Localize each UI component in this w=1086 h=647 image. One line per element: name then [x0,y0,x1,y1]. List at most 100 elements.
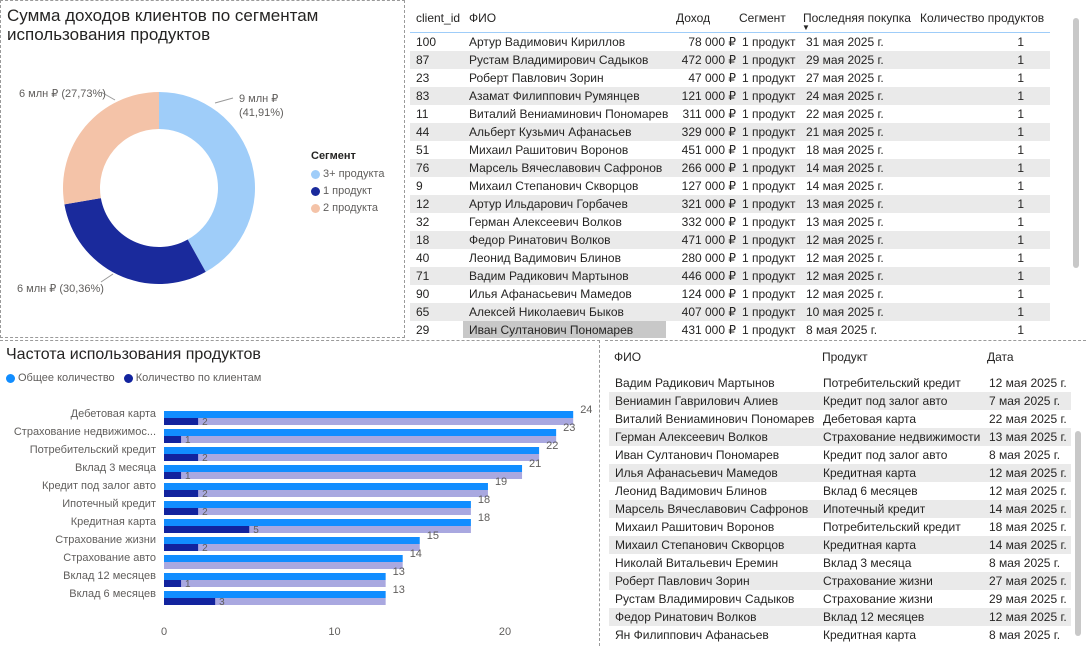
table-row[interactable]: 23 Роберт Павлович Зорин 47 000 ₽ 1 продукт… [410,69,1050,87]
bar-client[interactable] [164,454,199,461]
table-cell: 14 мая 2025 г. [806,179,884,193]
table-row[interactable]: 40 Леонид Вадимович Блинов 280 000 ₽ 1 прод… [410,249,1050,267]
table-row[interactable]: Николай Витальевич Еремин Вклад 3 месяца 8… [609,554,1071,572]
table-row[interactable]: 51 Михаил Рашитович Воронов 451 000 ₽ 1 про… [410,141,1050,159]
purchases-scrollbar[interactable] [1075,431,1081,636]
table-row[interactable]: 12 Артур Ильдарович Горбачев 321 000 ₽1 пр… [410,195,1050,213]
bar-client[interactable] [164,418,199,425]
donut-chart[interactable] [1,46,301,336]
bar-total[interactable] [164,537,420,544]
col-header-product-count[interactable]: Количество продуктов [920,11,1045,25]
table-row[interactable]: Герман Алексеевич Волков Страхование недв… [609,428,1071,446]
table-cell: 22 мая 2025 г. [806,107,884,121]
legend-item-total[interactable]: Общее количество [6,372,115,384]
table-cell: Альберт Кузьмич Афанасьев [463,123,666,141]
bar-total[interactable] [164,591,386,598]
table-cell: Федор Ринатович Волков [609,608,817,626]
table-row[interactable]: 9 Михаил Степанович Скворцов 127 000 ₽ 1 пр… [410,177,1050,195]
legend-item-1prod[interactable]: 1 продукт [311,185,384,197]
donut-slice-1prod[interactable] [64,198,206,284]
bar-total-label: 13 [393,584,405,596]
bar-client[interactable] [164,436,182,443]
table-row[interactable]: 90 Илья Афанасьевич Мамедов 124 000 ₽ 1 про… [410,285,1050,303]
bar-client[interactable] [164,598,216,605]
table-cell: 8 мая 2025 г. [989,448,1061,462]
clients-scrollbar[interactable] [1073,18,1079,268]
table-cell: 29 мая 2025 г. [989,592,1067,606]
table-cell: 1 продукт [742,35,796,49]
table-row[interactable]: Роберт Павлович Зорин Страхование жизни 27… [609,572,1071,590]
legend-item-3plus[interactable]: 3+ продукта [311,168,384,180]
col-header-product[interactable]: Продукт [822,350,868,364]
table-cell: 18 мая 2025 г. [806,143,884,157]
bar-total[interactable] [164,519,471,526]
bar-client[interactable] [164,508,199,515]
col-header-segment[interactable]: Сегмент [739,11,786,25]
bar-client[interactable] [164,472,182,479]
table-cell: 14 мая 2025 г. [800,159,915,177]
table-cell: Илья Афанасьевич Мамедов [469,287,632,301]
table-row[interactable]: 32 Герман Алексеевич Волков 332 000 ₽ 1 про… [410,213,1050,231]
bar-total[interactable] [164,429,557,436]
donut-slice-3plus[interactable] [159,91,256,272]
table-row[interactable]: Марсель Вячеславович Сафронов Ипотечный к… [609,500,1071,518]
table-row[interactable]: Иван Султанович Пономарев Кредит под зало… [609,446,1071,464]
bar-total[interactable] [164,447,540,454]
table-row[interactable]: Ян Филиппович Афанасьев Кредитная карта 8 … [609,626,1071,644]
col-header-client-id[interactable]: client_id [416,11,461,25]
table-row[interactable]: Федор Ринатович Волков Вклад 12 месяцев 12… [609,608,1071,626]
bar-client[interactable] [164,526,250,533]
bar-chart[interactable]: Дебетовая карта 24 2 Страхование недвижимос… [0,341,600,647]
col-header-income[interactable]: Доход [676,11,711,25]
purchases-table-panel[interactable]: ФИО Продукт Дата Вадим Радикович Мартыно… [605,340,1086,646]
bar-client[interactable] [164,490,199,497]
clients-table-panel[interactable]: client_id ФИО Доход Сегмент Последняя по… [410,0,1086,338]
table-row[interactable]: Вениамин Гаврилович Алиев Кредит под зало… [609,392,1071,410]
bar-total[interactable] [164,483,488,490]
bar-total[interactable] [164,555,403,562]
donut-panel[interactable]: Сумма доходов клиентов по сегментам испо… [0,0,405,338]
table-row[interactable]: Вадим Радикович Мартынов Потребительский … [609,374,1071,392]
clients-table-body: 100 Артур Вадимович Кириллов 78 000 ₽1 про… [410,33,1050,338]
bar-client[interactable] [164,580,182,587]
table-row[interactable]: Михаил Степанович Скворцов Кредитная карт… [609,536,1071,554]
table-row[interactable]: Леонид Вадимович Блинов Вклад 6 месяцев 12… [609,482,1071,500]
legend-item-2prod[interactable]: 2 продукта [311,202,384,214]
table-row[interactable]: Михаил Рашитович Воронов Потребительский … [609,518,1071,536]
table-row[interactable]: 44 Альберт Кузьмич Афанасьев 329 000 ₽1 пр… [410,123,1050,141]
table-row[interactable]: 71 Вадим Радикович Мартынов 446 000 ₽1 про… [410,267,1050,285]
table-row[interactable]: 76 Марсель Вячеславович Сафронов 266 000 ₽… [410,159,1050,177]
table-row[interactable]: 29 Иван Султанович Пономарев 431 000 ₽ 1 пр… [410,321,1050,338]
table-cell: 1 продукт [736,159,800,177]
bar-legend: Общее количество Количество по клиентам [6,372,261,384]
table-row[interactable]: Рустам Владимирович Садыков Страхование ж… [609,590,1071,608]
table-row[interactable]: 87 Рустам Владимирович Садыков 472 000 ₽1 … [410,51,1050,69]
donut-slice-2prod[interactable] [62,92,159,205]
table-row[interactable]: 18 Федор Ринатович Волков 471 000 ₽1 проду… [410,231,1050,249]
col-header-date[interactable]: Дата [987,350,1014,364]
table-cell: 12 мая 2025 г. [806,287,884,301]
col-header-fio[interactable]: ФИО [614,350,642,364]
bar-total[interactable] [164,573,386,580]
table-row[interactable]: 11 Виталий Вениаминович Пономарев 311 000 … [410,105,1050,123]
table-cell: 1 продукт [736,231,800,249]
table-cell: 1 продукт [742,107,796,121]
table-row[interactable]: Илья Афанасьевич Мамедов Кредитная карта 1… [609,464,1071,482]
legend-item-clients[interactable]: Количество по клиентам [123,372,261,384]
table-cell: Марсель Вячеславович Сафронов [609,500,817,518]
bar-total[interactable] [164,411,574,418]
bar-total[interactable] [164,465,523,472]
table-row[interactable]: 100 Артур Вадимович Кириллов 78 000 ₽ 1 про… [410,33,1050,51]
bar-client-label: 2 [202,417,208,428]
table-row[interactable]: 83 Азамат Филиппович Румянцев 121 000 ₽1 п… [410,87,1050,105]
table-row[interactable]: Виталий Вениаминович Пономарев Дебетовая … [609,410,1071,428]
col-header-fio[interactable]: ФИО [469,11,497,25]
table-cell: 12 [410,195,463,213]
sort-desc-icon[interactable]: ▼ [802,23,810,32]
col-header-last-purchase[interactable]: Последняя покупка [803,11,911,25]
bar-chart-panel[interactable]: Частота использования продуктов Общее ко… [0,340,600,646]
bar-client[interactable] [164,544,199,551]
table-row[interactable]: 65 Алексей Николаевич Быков 407 000 ₽1 про… [410,303,1050,321]
bar-total[interactable] [164,501,471,508]
bar-background [164,580,386,587]
